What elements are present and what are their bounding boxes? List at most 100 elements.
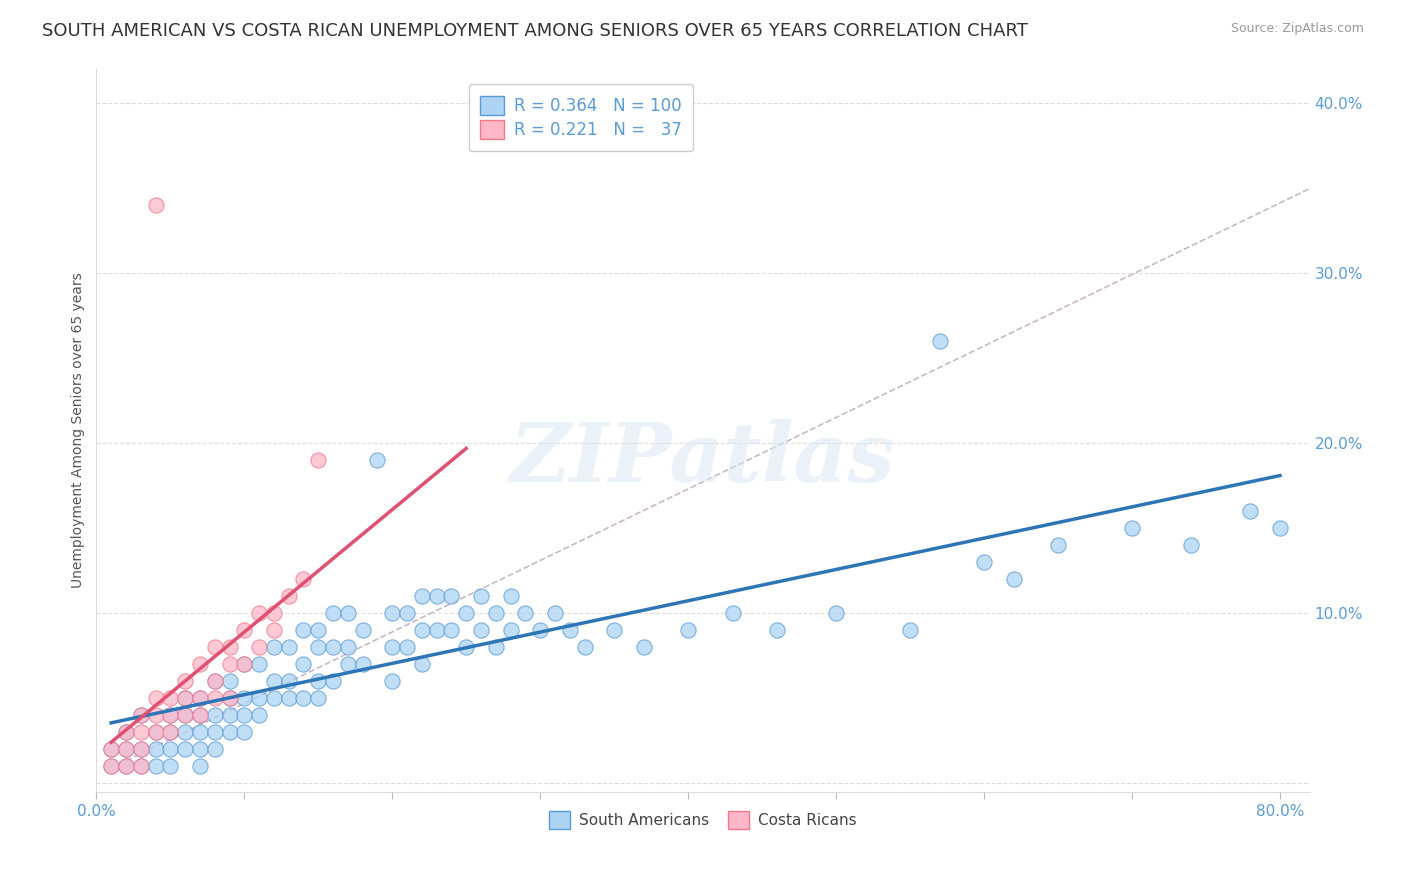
Point [381,640,404,655]
Point [336,657,359,672]
Point [204,708,226,723]
Point [307,624,329,638]
Point [499,589,522,603]
Text: Source: ZipAtlas.com: Source: ZipAtlas.com [1230,22,1364,36]
Point [456,606,478,620]
Point [188,708,211,723]
Point [159,708,181,723]
Point [470,589,492,603]
Point [145,742,167,756]
Point [322,640,344,655]
Point [159,759,181,773]
Point [277,674,299,689]
Point [129,742,152,756]
Point [115,725,138,739]
Point [928,334,950,348]
Point [159,742,181,756]
Point [603,624,626,638]
Point [411,657,433,672]
Point [366,453,388,467]
Point [277,640,299,655]
Point [396,640,419,655]
Point [1268,521,1291,535]
Point [233,657,256,672]
Point [307,453,329,467]
Point [174,691,197,706]
Point [145,708,167,723]
Point [247,691,270,706]
Point [470,624,492,638]
Point [721,606,744,620]
Text: ZIPatlas: ZIPatlas [510,419,896,500]
Point [247,657,270,672]
Legend: South Americans, Costa Ricans: South Americans, Costa Ricans [543,805,863,835]
Point [218,691,240,706]
Point [1180,538,1202,552]
Point [247,640,270,655]
Point [1121,521,1143,535]
Point [292,572,315,586]
Point [115,742,138,756]
Point [515,606,537,620]
Point [898,624,921,638]
Point [292,624,315,638]
Point [100,759,122,773]
Point [485,606,508,620]
Point [322,606,344,620]
Point [411,589,433,603]
Point [263,674,285,689]
Point [204,674,226,689]
Point [973,555,995,569]
Point [115,759,138,773]
Point [263,691,285,706]
Point [188,708,211,723]
Point [100,742,122,756]
Point [159,725,181,739]
Point [292,691,315,706]
Point [188,742,211,756]
Point [411,624,433,638]
Point [218,691,240,706]
Point [247,708,270,723]
Point [233,691,256,706]
Point [233,708,256,723]
Y-axis label: Unemployment Among Seniors over 65 years: Unemployment Among Seniors over 65 years [72,272,86,588]
Point [1046,538,1069,552]
Point [292,657,315,672]
Point [529,624,551,638]
Point [204,725,226,739]
Point [129,708,152,723]
Point [233,624,256,638]
Point [174,708,197,723]
Point [336,606,359,620]
Point [159,725,181,739]
Point [115,759,138,773]
Point [381,606,404,620]
Point [188,691,211,706]
Point [499,624,522,638]
Point [336,640,359,655]
Point [440,624,463,638]
Point [188,759,211,773]
Point [145,691,167,706]
Point [233,657,256,672]
Point [188,725,211,739]
Point [145,197,167,211]
Point [456,640,478,655]
Point [204,742,226,756]
Point [277,589,299,603]
Point [440,589,463,603]
Point [100,742,122,756]
Point [174,742,197,756]
Point [174,708,197,723]
Point [174,674,197,689]
Point [188,691,211,706]
Point [204,691,226,706]
Point [263,640,285,655]
Point [129,759,152,773]
Point [129,759,152,773]
Point [1002,572,1025,586]
Point [247,606,270,620]
Point [145,759,167,773]
Point [129,742,152,756]
